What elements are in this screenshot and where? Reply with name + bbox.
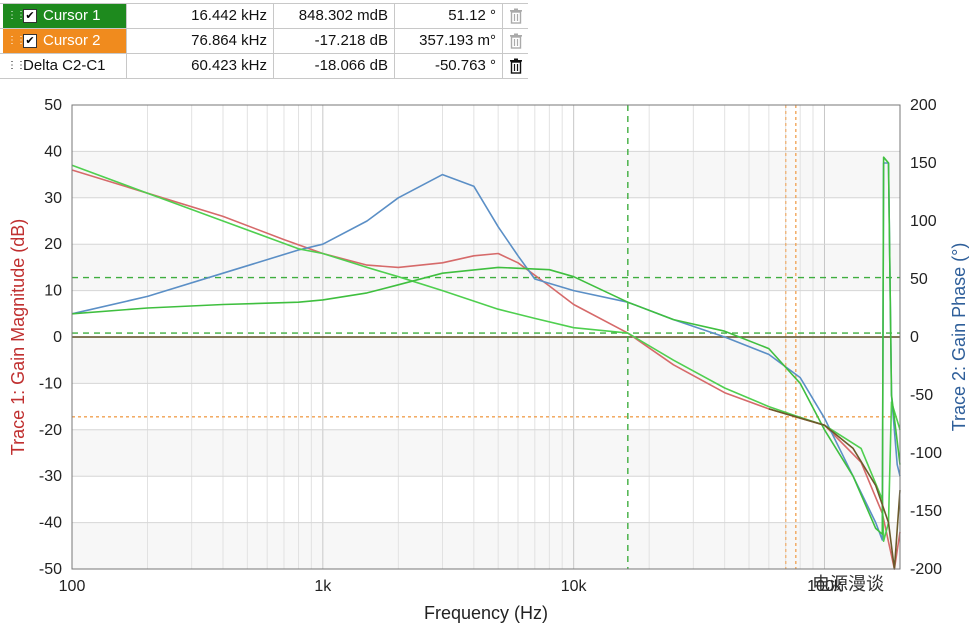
table-divider (0, 28, 528, 29)
y-left-tick-label: -40 (39, 515, 62, 532)
cursor-magnitude: -17.218 dB (274, 29, 395, 53)
cursor-magnitude: 848.302 mdB (274, 4, 395, 28)
watermark: 电源漫谈 (812, 570, 962, 610)
cursor-phase: 51.12 ° (395, 4, 503, 28)
y-left-tick-label: 40 (44, 143, 62, 160)
y-left-tick-label: -10 (39, 375, 62, 392)
grip-icon[interactable]: ⋮⋮ (7, 35, 26, 46)
grip-icon[interactable]: ⋮⋮ (7, 60, 26, 71)
trash-icon (509, 33, 522, 49)
watermark-text: 电源漫谈 (812, 574, 884, 595)
y-right-tick-label: -50 (910, 387, 933, 404)
y-left-tick-label: 20 (44, 236, 62, 253)
delete-cursor-button[interactable] (503, 4, 528, 28)
y-left-tick-label: 30 (44, 190, 62, 207)
y-left-tick-label: -30 (39, 468, 62, 485)
cursor-label: Delta C2-C1 (23, 57, 106, 74)
x-axis-label: Frequency (Hz) (424, 603, 548, 623)
checkbox-icon[interactable]: ✔ (23, 34, 37, 48)
x-tick-label: 1k (314, 578, 332, 595)
bode-plot[interactable]: 50403020100-10-20-30-40-50200150100500-5… (0, 92, 974, 628)
delete-cursor-button[interactable] (503, 29, 528, 53)
cursor-row[interactable]: ⋮⋮ Delta C2-C1 60.423 kHz -18.066 dB -50.763… (0, 54, 528, 78)
cursor-name-cell[interactable]: ⋮⋮ ✔ Cursor 1 (3, 4, 127, 28)
cursor-label: Cursor 1 (43, 7, 101, 24)
y-left-tick-label: 0 (53, 329, 62, 346)
plot-band (72, 151, 900, 198)
cursor-magnitude: -18.066 dB (274, 54, 395, 78)
cursor-frequency: 76.864 kHz (127, 29, 274, 53)
cursor-name-cell[interactable]: ⋮⋮ Delta C2-C1 (3, 54, 127, 78)
y-left-axis-label: Trace 1: Gain Magnitude (dB) (8, 219, 28, 455)
delete-cursor-button[interactable] (503, 54, 528, 78)
checkbox-icon[interactable]: ✔ (23, 9, 37, 23)
series-line-3 (71, 156, 901, 535)
cursor-phase: 357.193 m° (395, 29, 503, 53)
table-divider (0, 78, 528, 79)
y-left-tick-label: -20 (39, 422, 62, 439)
x-tick-label: 10k (561, 578, 588, 595)
y-right-tick-label: -100 (910, 445, 942, 462)
series-line-0 (71, 169, 901, 570)
plot-frame (71, 104, 901, 570)
plot-band (72, 337, 900, 384)
y-right-tick-label: -150 (910, 503, 942, 520)
y-left-tick-label: 50 (44, 97, 62, 114)
table-divider (0, 3, 528, 4)
cursor-label: Cursor 2 (43, 32, 101, 49)
cursor-frequency: 16.442 kHz (127, 4, 274, 28)
plot-band (72, 244, 900, 291)
y-left-tick-label: -50 (39, 561, 62, 578)
x-tick-label: 100k (807, 578, 843, 595)
cursor-phase: -50.763 ° (395, 54, 503, 78)
y-right-tick-label: -200 (910, 561, 942, 578)
cursor-table: ⋮⋮ ✔ Cursor 1 16.442 kHz 848.302 mdB 51.12 ° ⋮… (0, 0, 530, 80)
y-left-tick-label: 10 (44, 283, 62, 300)
cursor-name-cell[interactable]: ⋮⋮ ✔ Cursor 2 (3, 29, 127, 53)
y-right-tick-label: 0 (910, 329, 919, 346)
plot-band (72, 429, 900, 477)
cursor-row[interactable]: ⋮⋮ ✔ Cursor 1 16.442 kHz 848.302 mdB 51.12 ° (0, 4, 528, 28)
y-right-tick-label: 100 (910, 213, 937, 230)
plot-band (72, 522, 900, 569)
y-right-tick-label: 50 (910, 271, 928, 288)
cursor-row[interactable]: ⋮⋮ ✔ Cursor 2 76.864 kHz -17.218 dB 357.193 m… (0, 29, 528, 53)
table-divider (0, 53, 528, 54)
y-right-tick-label: 150 (910, 155, 937, 172)
series-line-2 (71, 164, 901, 542)
series-line-4 (768, 408, 901, 570)
x-tick-label: 100 (59, 578, 86, 595)
trash-icon (509, 8, 522, 24)
cursor-frequency: 60.423 kHz (127, 54, 274, 78)
y-right-tick-label: 200 (910, 97, 937, 114)
y-right-axis-label: Trace 2: Gain Phase (°) (949, 243, 969, 432)
grip-icon[interactable]: ⋮⋮ (7, 10, 26, 21)
trash-icon (509, 58, 522, 74)
